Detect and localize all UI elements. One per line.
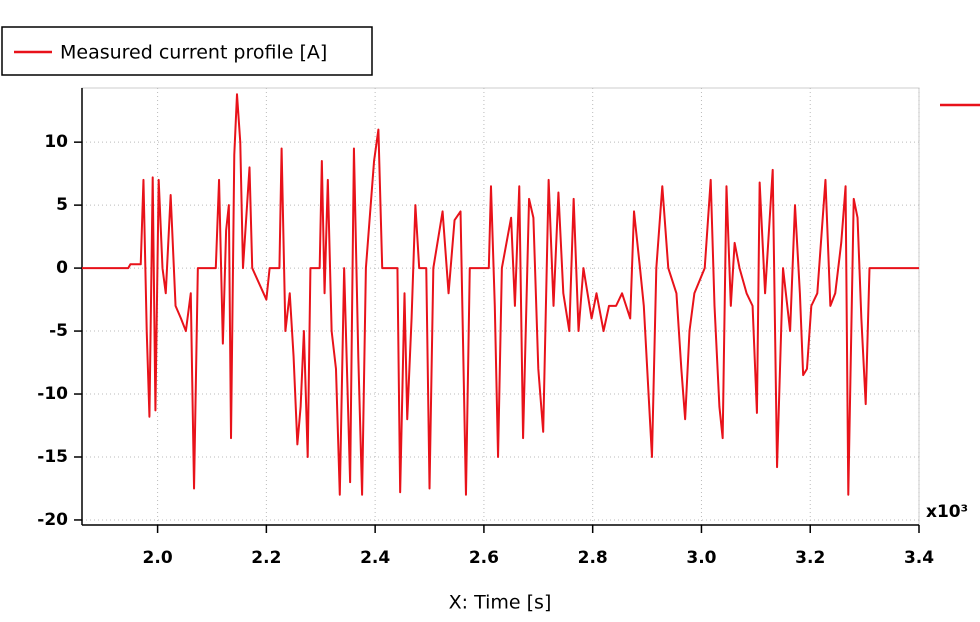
y-tick-label: -20 — [37, 510, 68, 530]
x-tick-label: 3.2 — [795, 548, 825, 568]
y-tick-label: -10 — [37, 384, 68, 404]
x-tick-label: 2.2 — [251, 548, 281, 568]
legend-box — [1, 26, 373, 76]
legend-label: Measured current profile [A] — [60, 42, 327, 64]
y-tick-label: 0 — [56, 258, 68, 278]
y-tick-label: -5 — [49, 321, 68, 341]
x-multiplier: x10³ — [926, 502, 968, 522]
y-tick-label: -15 — [37, 447, 68, 467]
x-tick-label: 3.4 — [904, 548, 934, 568]
x-axis-label: X: Time [s] — [449, 592, 552, 614]
y-tick-label: 5 — [56, 195, 68, 215]
x-tick-label: 2.8 — [578, 548, 608, 568]
data-line — [82, 93, 919, 496]
y-tick-label: 10 — [44, 132, 68, 152]
x-tick-label: 2.6 — [469, 548, 499, 568]
x-tick-label: 3.0 — [686, 548, 716, 568]
x-tick-label: 2.4 — [360, 548, 390, 568]
x-tick-label: 2.0 — [143, 548, 173, 568]
